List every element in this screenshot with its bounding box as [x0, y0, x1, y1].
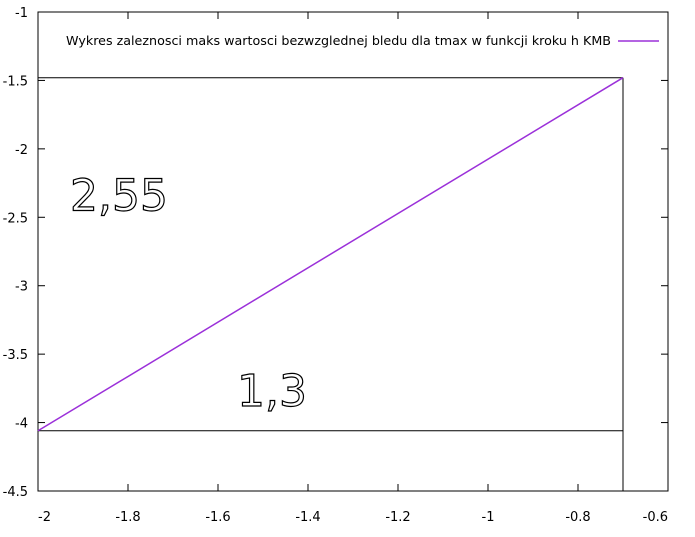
- handwritten-annotations: 2,55 1,3: [69, 170, 307, 418]
- legend: Wykres zaleznosci maks wartosci bezwzgle…: [66, 34, 659, 48]
- handwritten-annotation: 2,55: [70, 170, 168, 221]
- handwritten-annotation: 1,3: [237, 366, 307, 417]
- x-tick-label: -1: [482, 510, 495, 525]
- y-tick-label: -1.5: [3, 74, 28, 89]
- plot-frame: [37, 11, 669, 492]
- x-tick-label: -0.8: [565, 510, 590, 525]
- y-tick-label: -3.5: [3, 348, 28, 363]
- series-line: [37, 77, 624, 432]
- reference-lines: [38, 77, 624, 491]
- legend-label: Wykres zaleznosci maks wartosci bezwzgle…: [66, 34, 611, 48]
- y-tick-label: -1: [15, 6, 28, 21]
- x-tick-label: -1.4: [295, 510, 320, 525]
- x-tick-label: -2: [38, 510, 51, 525]
- x-tick-label: -1.6: [205, 510, 230, 525]
- y-tick-label: -3: [15, 280, 28, 295]
- plot-border: [37, 11, 669, 492]
- series-lines: [37, 77, 624, 432]
- x-tick-label: -1.8: [115, 510, 140, 525]
- y-tick-label: -2.5: [3, 211, 28, 226]
- x-tick-label: -0.6: [643, 510, 668, 525]
- y-tick-label: -4.5: [3, 485, 28, 500]
- x-axis-ticks: -2 -1.8 -1.6 -1.4 -1.2 -1 -0.8 -0.6: [37, 12, 669, 525]
- y-tick-label: -2: [15, 143, 28, 158]
- x-tick-label: -1.2: [385, 510, 410, 525]
- y-axis-ticks: -4.5 -4 -3.5 -3 -2.5 -2 -1.5 -1: [3, 6, 668, 500]
- y-tick-label: -4: [15, 417, 28, 432]
